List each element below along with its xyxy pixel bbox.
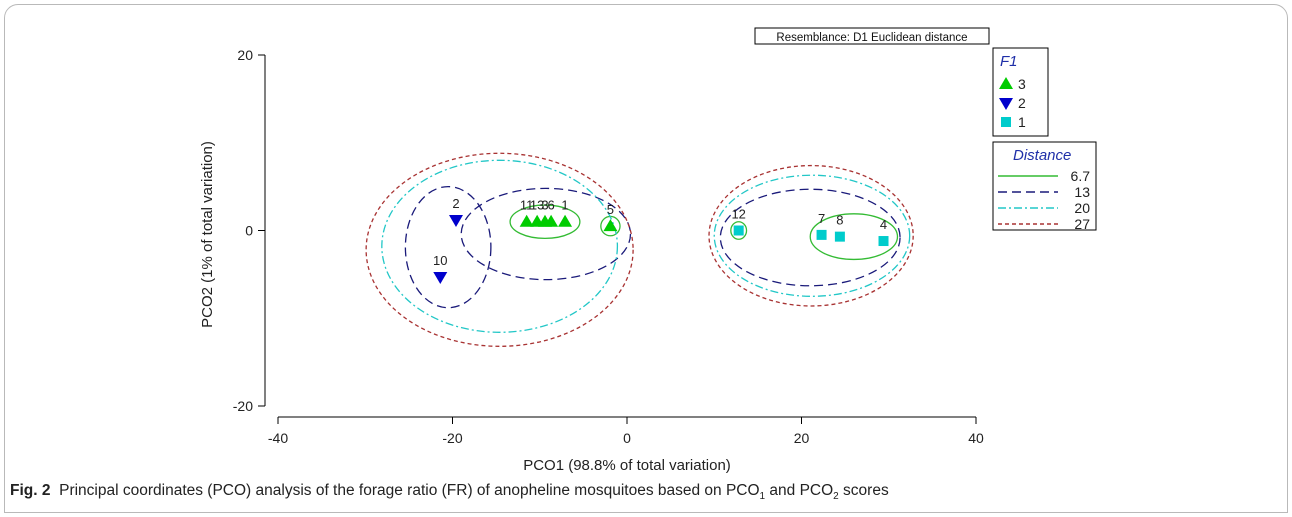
contour-27 — [708, 164, 914, 307]
contour-27 — [365, 152, 634, 347]
data-point — [433, 272, 448, 285]
caption-end: scores — [838, 482, 889, 499]
legend-marker — [999, 98, 1013, 110]
figure-number: Fig. 2 — [10, 482, 51, 499]
legend-label: 20 — [1074, 200, 1090, 216]
contour-13 — [719, 188, 901, 287]
x-axis-title: PCO1 (98.8% of total variation) — [523, 457, 731, 474]
y-tick-label: 0 — [245, 223, 253, 239]
legend-label: 3 — [1018, 76, 1026, 92]
y-tick-label: -20 — [233, 398, 253, 414]
x-tick-label: 20 — [794, 430, 810, 446]
resemblance-box — [754, 27, 990, 45]
contour-6.7 — [509, 204, 581, 240]
legend-marker — [1001, 117, 1011, 127]
x-tick-label: 40 — [968, 430, 984, 446]
caption-and: and PCO — [765, 482, 834, 499]
x-tick-label: 0 — [623, 430, 631, 446]
distance-legend-box — [992, 141, 1097, 231]
point-label: 1 — [561, 198, 568, 213]
data-point — [603, 219, 618, 232]
data-point — [878, 236, 889, 247]
contour-13 — [404, 185, 492, 309]
point-label: 5 — [607, 202, 614, 217]
figure-caption: Fig. 2 Principal coordinates (PCO) analy… — [10, 482, 889, 502]
contour-6.7 — [809, 213, 899, 261]
axes: -20 0 20 -40 -20 0 20 40 PCO1 (98.8% of total va… — [199, 47, 984, 474]
data-point — [816, 229, 827, 240]
data-point — [834, 231, 845, 242]
data-point — [544, 214, 559, 227]
caption-sub-2: 2 — [833, 491, 839, 503]
contour-13 — [460, 187, 632, 281]
data-point — [519, 214, 534, 227]
point-label: 13 — [530, 198, 544, 213]
figure-frame — [4, 4, 1288, 513]
data-point — [558, 214, 573, 227]
contour-20 — [713, 174, 911, 297]
legend-label: 2 — [1018, 95, 1026, 111]
pco-chart: -20 0 20 -40 -20 0 20 40 PCO1 (98.8% of total va… — [199, 27, 1097, 474]
data-point — [733, 225, 744, 236]
legend-label: 27 — [1074, 216, 1090, 232]
x-tick-label: -40 — [268, 430, 288, 446]
y-axis-title: PCO2 (1% of total variation) — [199, 141, 216, 328]
caption-sub-1: 1 — [759, 491, 766, 503]
point-label: 8 — [836, 213, 843, 228]
distance-legend-title: Distance — [1013, 147, 1071, 164]
contour-6.7 — [730, 221, 748, 240]
group-legend-title: F1 — [1000, 53, 1018, 70]
y-tick-label: 20 — [237, 47, 253, 63]
point-label: 12 — [731, 207, 745, 222]
point-label: 4 — [880, 217, 887, 232]
resemblance-label: Resemblance: D1 Euclidean distance — [776, 32, 967, 44]
point-label: 2 — [452, 196, 459, 211]
legend-label: 13 — [1074, 184, 1090, 200]
x-tick-label: -20 — [442, 430, 462, 446]
legend-label: 1 — [1018, 114, 1026, 130]
contour-20 — [381, 159, 619, 333]
point-label: 6 — [547, 198, 554, 213]
point-label: 10 — [433, 253, 447, 268]
caption-text: Principal coordinates (PCO) analysis of … — [59, 482, 760, 499]
distance-contours — [365, 152, 914, 347]
point-label: 3 — [541, 198, 548, 213]
point-label: 7 — [818, 211, 825, 226]
legend: Resemblance: D1 Euclidean distance F13 2 1 D… — [754, 27, 1097, 232]
point-label: 11 — [520, 198, 534, 213]
legend-label: 6.7 — [1071, 168, 1091, 184]
legend-marker — [999, 77, 1013, 89]
data-point — [448, 214, 463, 227]
